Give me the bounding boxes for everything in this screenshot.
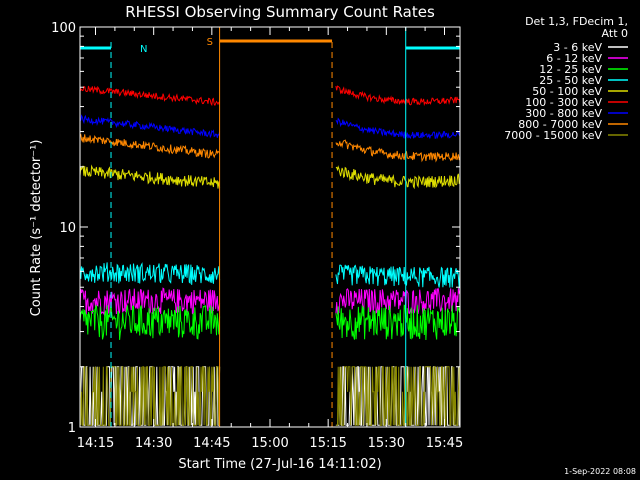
night-label: N bbox=[140, 44, 147, 55]
series-line-8 bbox=[79, 133, 461, 163]
legend-entry-label: 3 - 6 keV bbox=[553, 41, 602, 54]
legend-header-1: Det 1,3, FDecim 1, bbox=[525, 15, 628, 28]
legend-entry-label: 100 - 300 keV bbox=[525, 96, 602, 109]
legend-entry-label: 300 - 800 keV bbox=[525, 107, 602, 120]
x-tick-label: 14:15 bbox=[77, 436, 114, 451]
y-axis-label: Count Rate (s⁻¹ detector⁻¹) bbox=[29, 140, 44, 317]
chart-title: RHESSI Observing Summary Count Rates bbox=[125, 3, 435, 21]
y-tick-label: 10 bbox=[59, 221, 76, 236]
series-line-9 bbox=[79, 366, 461, 426]
axes-layer: 1 10 100 14:15 14:30 14:45 15:00 15:15 15:30 15:4… bbox=[51, 21, 463, 451]
series-line-3 bbox=[79, 304, 461, 341]
series-line-5 bbox=[79, 164, 461, 190]
night-interval-1: N bbox=[80, 42, 147, 427]
saa-interval: S bbox=[207, 27, 333, 427]
x-axis-label: Start Time (27-Jul-16 14:11:02) bbox=[178, 457, 381, 472]
x-tick-label: 15:45 bbox=[426, 436, 463, 451]
legend-entry-label: 25 - 50 keV bbox=[539, 74, 602, 87]
legend-header-2: Att 0 bbox=[602, 27, 628, 40]
series-line-2 bbox=[79, 287, 461, 316]
series-line-7 bbox=[79, 114, 461, 140]
x-tick-label: 15:15 bbox=[309, 436, 346, 451]
x-tick-label: 14:30 bbox=[135, 436, 172, 451]
series-line-4 bbox=[79, 262, 461, 289]
legend-entry-label: 800 - 7000 keV bbox=[518, 118, 602, 131]
x-tick-label: 15:30 bbox=[368, 436, 405, 451]
legend-entry-label: 12 - 25 keV bbox=[539, 63, 602, 76]
timestamp: 1-Sep-2022 08:08 bbox=[564, 467, 636, 476]
y-tick-label: 100 bbox=[51, 21, 76, 36]
legend-entry-label: 6 - 12 keV bbox=[546, 52, 602, 65]
y-tick-label: 1 bbox=[68, 421, 76, 436]
legend-entry-label: 7000 - 15000 keV bbox=[504, 129, 602, 142]
x-tick-label: 14:45 bbox=[193, 436, 230, 451]
series-line-6 bbox=[79, 85, 461, 107]
legend-entry-label: 50 - 100 keV bbox=[532, 85, 602, 98]
saa-label: S bbox=[207, 37, 213, 48]
series-layer bbox=[79, 85, 461, 426]
x-tick-label: 15:00 bbox=[251, 436, 288, 451]
